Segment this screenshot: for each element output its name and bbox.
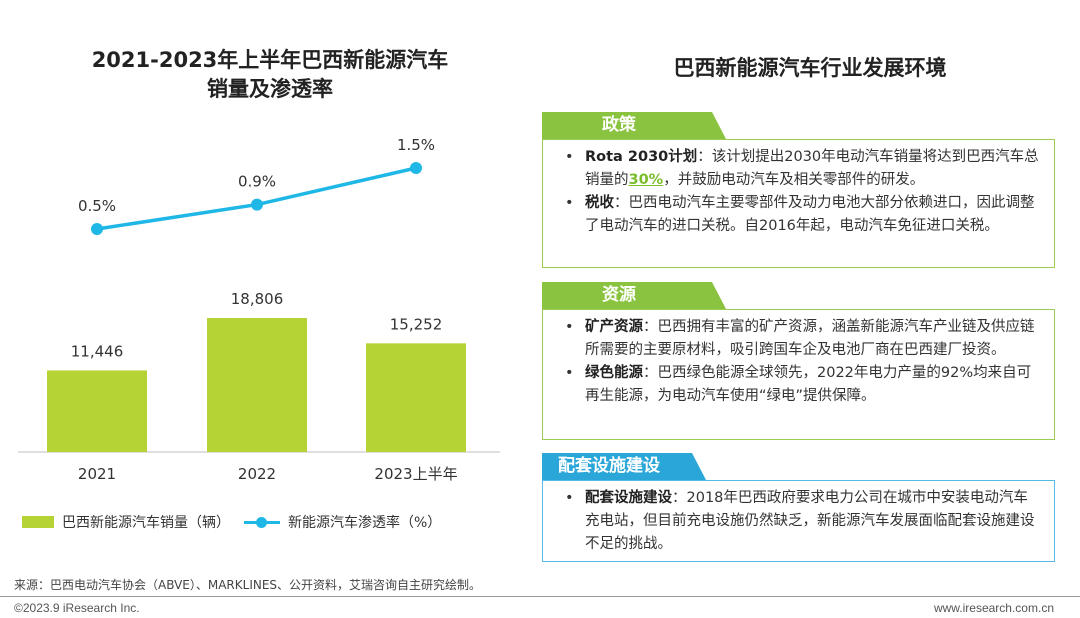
mineral-text: ：巴西拥有丰富的矿产资源，涵盖新能源汽车产业链及供应链所需要的主要原材料，吸引跨…	[585, 319, 1035, 358]
infra-box: 配套设施建设：2018年巴西政府要求电力公司在城市中安装电动汽车充电站，但目前充…	[542, 480, 1055, 562]
source-note: 来源：巴西电动汽车协会（ABVE）、MARKLINES、公开资料，艾瑞咨询自主研…	[14, 578, 482, 592]
line-label-2021: 0.5%	[78, 197, 116, 215]
copyright: ©2023.9 iResearch Inc.	[14, 601, 140, 615]
line-point-2023上半年	[410, 162, 422, 174]
panel-title: 巴西新能源汽车行业发展环境	[673, 56, 947, 80]
bar-2021	[47, 370, 147, 452]
x-tick-2022: 2022	[238, 465, 276, 483]
green-energy-text: ：巴西绿色能源全球领先，2022年电力产量的92%均来自可再生能源，为电动汽车使…	[585, 365, 1032, 404]
green-energy-title: 绿色能源	[585, 365, 643, 381]
mineral-title: 矿产资源	[585, 319, 643, 335]
resources-box: 矿产资源：巴西拥有丰富的矿产资源，涵盖新能源汽车产业链及供应链所需要的主要原材料…	[542, 309, 1055, 440]
tax-title: 税收	[585, 195, 614, 211]
bar-label-2023上半年: 15,252	[390, 315, 443, 333]
resources-bullet-mineral: 矿产资源：巴西拥有丰富的矿产资源，涵盖新能源汽车产业链及供应链所需要的主要原材料…	[559, 316, 1040, 362]
footer-divider	[0, 596, 1080, 597]
policy-bullet-tax: 税收：巴西电动汽车主要零部件及动力电池大部分依赖进口，因此调整了电动汽车的进口关…	[559, 192, 1040, 238]
bar-2023上半年	[366, 343, 466, 452]
resources-tab: 资源	[542, 282, 726, 309]
infra-text: ：2018年巴西政府要求电力公司在城市中安装电动汽车充电站，但目前充电设施仍然缺…	[585, 490, 1035, 552]
website-link[interactable]: www.iresearch.com.cn	[933, 601, 1054, 615]
tax-text: ：巴西电动汽车主要零部件及动力电池大部分依赖进口，因此调整了电动汽车的进口关税。…	[585, 195, 1035, 234]
line-label-2022: 0.9%	[238, 173, 276, 191]
rota-title: Rota 2030计划	[585, 149, 698, 165]
rota-text-a: ：该计划提出2030年电动汽车销量将达到巴西汽车总销量的	[585, 149, 1039, 188]
policy-tab: 政策	[542, 112, 726, 139]
chart-title-line2: 销量及渗透率	[207, 77, 333, 101]
x-tick-2023上半年: 2023上半年	[374, 465, 457, 483]
infra-bullet: 配套设施建设：2018年巴西政府要求电力公司在城市中安装电动汽车充电站，但目前充…	[559, 487, 1040, 556]
line-point-2021	[91, 223, 103, 235]
chart-title: 2021-2023年上半年巴西新能源汽车 销量及渗透率	[20, 46, 520, 104]
policy-box: Rota 2030计划：该计划提出2030年电动汽车销量将达到巴西汽车总销量的3…	[542, 139, 1055, 268]
legend-line-label: 新能源汽车渗透率（%）	[288, 515, 442, 531]
infra-tab: 配套设施建设	[542, 453, 706, 480]
bar-2022	[207, 318, 307, 452]
x-tick-2021: 2021	[78, 465, 116, 483]
legend-bar-swatch	[22, 516, 54, 528]
resources-bullet-green: 绿色能源：巴西绿色能源全球领先，2022年电力产量的92%均来自可再生能源，为电…	[559, 362, 1040, 408]
chart-title-line1: 2021-2023年上半年巴西新能源汽车	[91, 48, 449, 72]
line-label-2023上半年: 1.5%	[397, 136, 435, 154]
legend-line-swatch	[244, 516, 280, 528]
line-point-2022	[251, 198, 263, 211]
bar-label-2022: 18,806	[231, 290, 284, 308]
chart-legend: 巴西新能源汽车销量（辆） 新能源汽车渗透率（%）	[22, 512, 441, 532]
rota-text-b: ，并鼓励电动汽车及相关零部件的研发。	[663, 172, 925, 188]
infra-title: 配套设施建设	[585, 490, 672, 506]
legend-bar-label: 巴西新能源汽车销量（辆）	[62, 515, 230, 531]
policy-bullet-rota: Rota 2030计划：该计划提出2030年电动汽车销量将达到巴西汽车总销量的3…	[559, 146, 1040, 192]
rota-highlight: 30%	[628, 172, 664, 188]
sales-penetration-chart: 11,446 2021 18,806 2022 15,252 2023上半年 0.5% 0.9…	[18, 136, 500, 483]
bar-label-2021: 11,446	[71, 342, 124, 360]
